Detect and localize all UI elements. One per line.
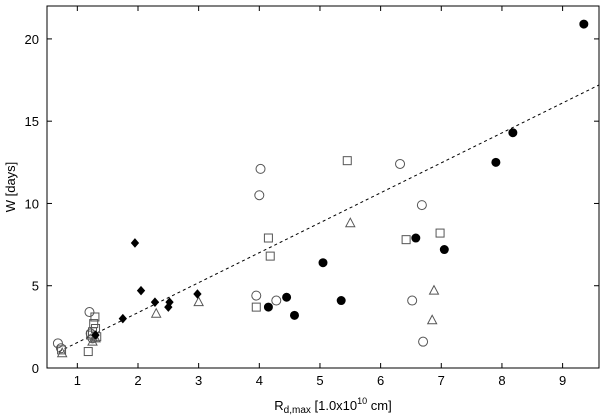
point-filled-circle — [263, 302, 273, 312]
point-filled-diamond — [165, 297, 174, 307]
y-tick-label: 5 — [32, 279, 39, 294]
plot-frame — [46, 5, 600, 369]
x-axis-ticks: 1 2 3 4 5 6 7 8 9 — [74, 6, 566, 388]
point-filled-diamond — [150, 297, 160, 307]
x-tick-label: 7 — [438, 373, 445, 388]
point-open-triangle — [193, 296, 204, 307]
point-open-triangle — [428, 284, 440, 295]
y-tick-label: 15 — [25, 114, 39, 129]
point-open-circle — [84, 307, 95, 318]
point-open-triangle — [87, 335, 98, 346]
point-open-square — [57, 345, 67, 355]
point-open-square — [251, 302, 261, 312]
point-open-circle — [251, 290, 262, 301]
point-open-triangle — [90, 332, 101, 343]
fit-line — [58, 84, 600, 352]
x-tick-label: 5 — [316, 373, 323, 388]
point-open-triangle — [56, 347, 68, 358]
point-filled-circle — [336, 296, 346, 306]
point-open-square — [342, 156, 352, 166]
point-open-circle — [407, 295, 418, 306]
point-open-square — [90, 312, 100, 322]
point-filled-circle — [579, 19, 589, 29]
point-open-circle — [271, 295, 282, 306]
point-open-circle — [395, 158, 406, 169]
point-filled-circle — [411, 233, 421, 243]
x-tick-label: 9 — [559, 373, 566, 388]
x-tick-label: 2 — [134, 373, 141, 388]
point-filled-circle — [439, 245, 449, 255]
point-open-square — [83, 347, 93, 357]
y-tick-label: 10 — [25, 196, 39, 211]
point-open-square — [265, 251, 275, 261]
point-filled-circle — [508, 128, 518, 138]
y-tick-label: 20 — [25, 32, 39, 47]
point-filled-circle — [318, 258, 328, 268]
point-filled-circle — [282, 292, 292, 302]
data-points-layer — [52, 19, 589, 358]
point-open-triangle — [150, 307, 162, 318]
point-filled-circle — [289, 310, 299, 320]
point-open-triangle — [426, 314, 438, 325]
point-filled-circle — [491, 157, 501, 167]
x-tick-label: 6 — [377, 373, 384, 388]
x-tick-label: 1 — [74, 373, 81, 388]
point-open-square — [89, 319, 99, 329]
point-open-square — [435, 228, 445, 238]
point-filled-diamond — [130, 238, 140, 248]
point-open-square — [401, 235, 411, 245]
x-tick-label: 4 — [256, 373, 263, 388]
x-tick-label: 8 — [498, 373, 505, 388]
point-open-square — [263, 233, 273, 243]
fit-line-layer — [58, 84, 600, 352]
point-open-circle — [254, 190, 265, 201]
y-axis-ticks: 0 5 10 15 20 — [25, 32, 599, 376]
point-filled-diamond — [136, 285, 146, 296]
x-tick-label: 3 — [195, 373, 202, 388]
point-filled-diamond — [193, 289, 202, 299]
point-filled-diamond — [118, 313, 127, 324]
point-filled-diamond — [91, 330, 100, 340]
y-tick-label: 0 — [32, 361, 39, 376]
point-open-circle — [255, 163, 266, 174]
x-axis-label: Rd,max [1.0x1010 cm] — [274, 396, 391, 415]
point-open-triangle — [344, 217, 356, 228]
y-axis-label: W [days] — [3, 162, 18, 213]
point-open-circle — [418, 336, 429, 347]
point-open-circle — [416, 200, 427, 211]
